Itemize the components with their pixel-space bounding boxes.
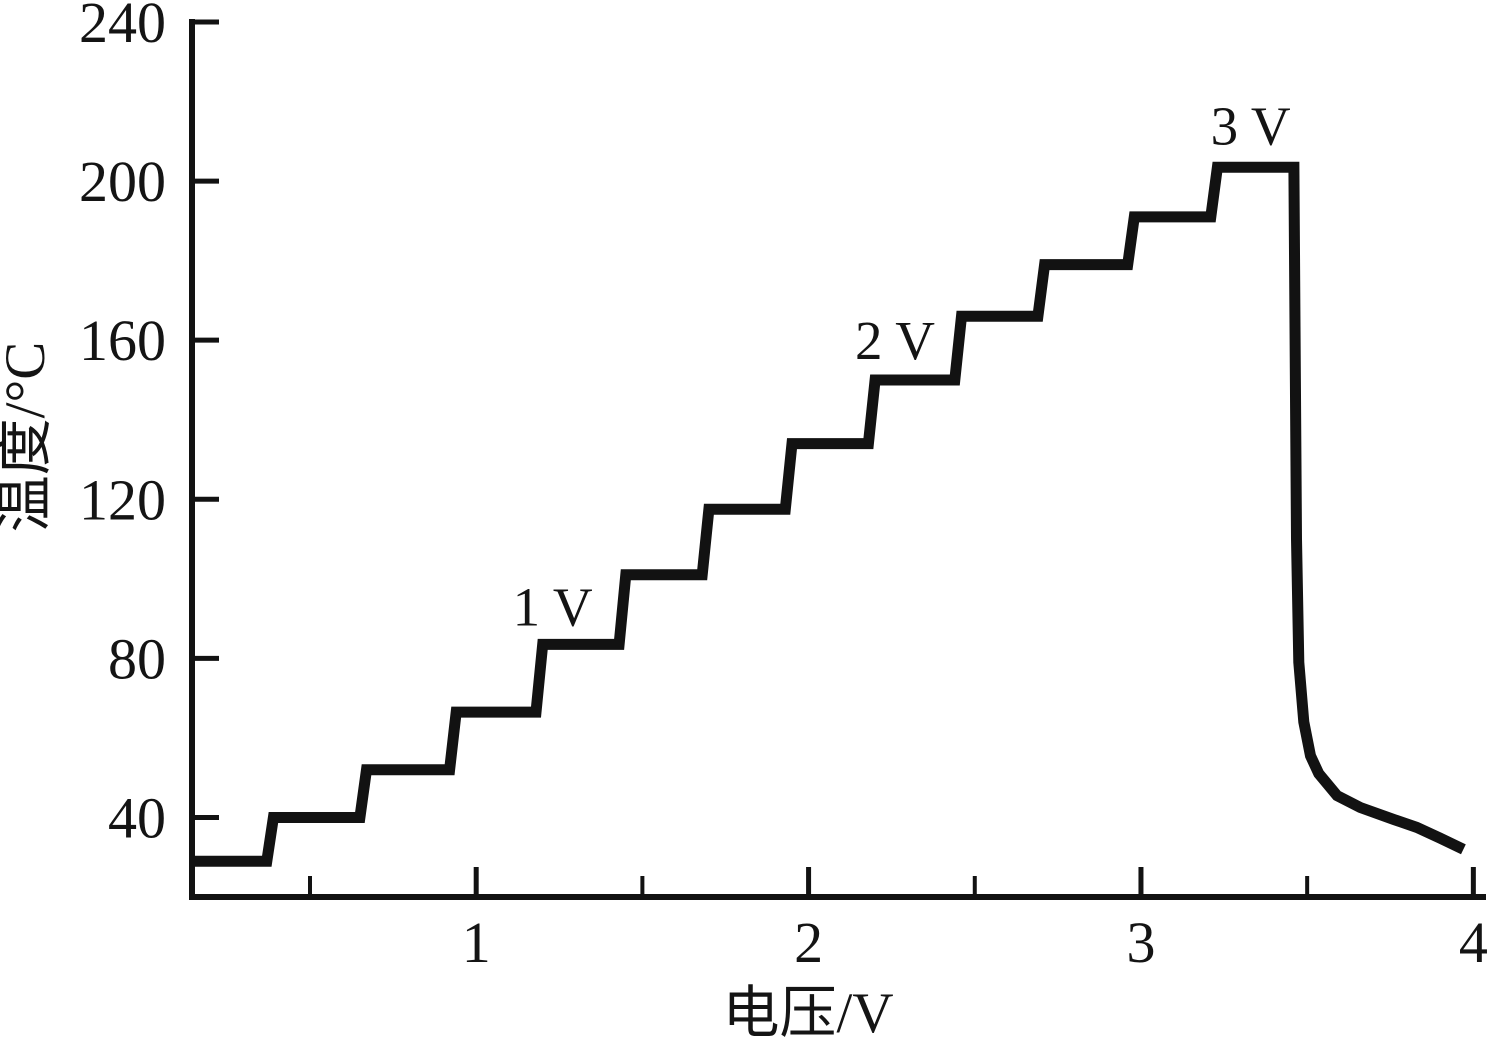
y-tick-label: 80 <box>108 626 166 691</box>
tick-labels: 40 80 120 160 200 240 1 2 3 4 <box>79 0 1488 975</box>
y-tick-label: 200 <box>79 149 166 214</box>
voltage-step-annotation: 2 V <box>855 310 935 371</box>
x-tick-label: 1 <box>462 910 491 975</box>
temperature-curve <box>192 161 1466 867</box>
x-tick-label: 3 <box>1126 910 1155 975</box>
x-axis-label: 电压/V <box>723 982 894 1045</box>
voltage-step-annotation: 1 V <box>513 577 593 638</box>
y-tick-label: 160 <box>79 308 166 373</box>
tick-marks <box>192 19 1476 894</box>
x-tick-label: 2 <box>794 910 823 975</box>
axes <box>189 19 1486 900</box>
voltage-step-annotation: 3 V <box>1211 95 1291 156</box>
y-tick-label: 40 <box>108 785 166 850</box>
step-annotations: 1 V 2 V 3 V <box>513 95 1291 637</box>
y-axis-label: 温度/°C <box>0 342 57 533</box>
axis-frame <box>189 19 1486 900</box>
x-tick-label: 4 <box>1459 910 1488 975</box>
y-tick-label: 120 <box>79 467 166 532</box>
y-tick-label: 240 <box>79 0 166 55</box>
